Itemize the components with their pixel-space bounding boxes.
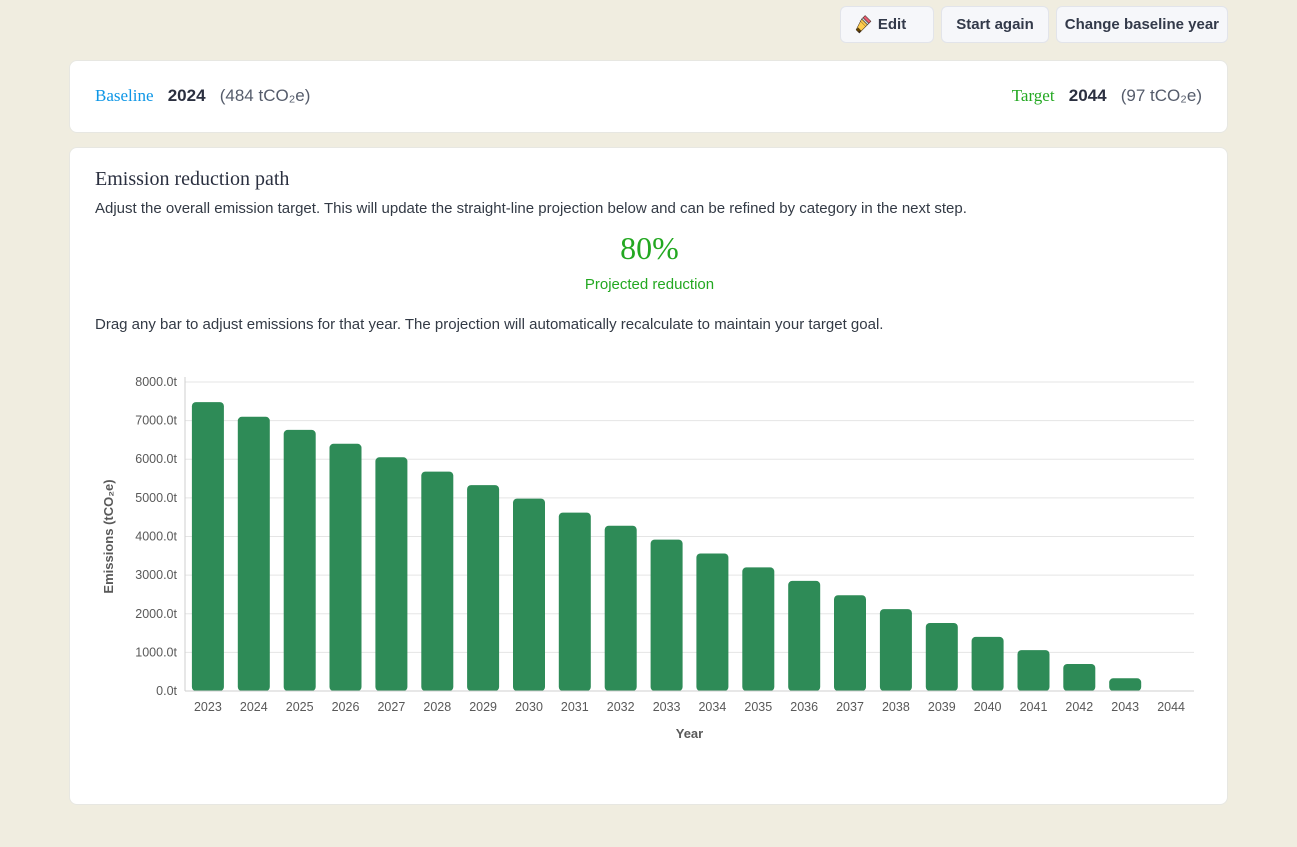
svg-text:2039: 2039 — [928, 700, 956, 714]
svg-text:2029: 2029 — [469, 700, 497, 714]
svg-text:2027: 2027 — [377, 700, 405, 714]
svg-text:2023: 2023 — [194, 700, 222, 714]
svg-text:Emissions (tCO₂e): Emissions (tCO₂e) — [101, 479, 116, 593]
svg-text:2033: 2033 — [653, 700, 681, 714]
svg-text:5000.0t: 5000.0t — [135, 491, 177, 505]
svg-text:8000.0t: 8000.0t — [135, 375, 177, 389]
svg-text:2036: 2036 — [790, 700, 818, 714]
svg-text:2040: 2040 — [974, 700, 1002, 714]
svg-text:2041: 2041 — [1020, 700, 1048, 714]
svg-text:2024: 2024 — [240, 700, 268, 714]
svg-text:6000.0t: 6000.0t — [135, 452, 177, 466]
svg-text:2034: 2034 — [698, 700, 726, 714]
svg-text:Year: Year — [676, 726, 703, 741]
svg-text:1000.0t: 1000.0t — [135, 645, 177, 659]
svg-text:2000.0t: 2000.0t — [135, 607, 177, 621]
svg-text:2031: 2031 — [561, 700, 589, 714]
svg-text:2026: 2026 — [332, 700, 360, 714]
svg-text:2025: 2025 — [286, 700, 314, 714]
svg-text:2042: 2042 — [1065, 700, 1093, 714]
svg-text:3000.0t: 3000.0t — [135, 568, 177, 582]
svg-text:0.0t: 0.0t — [156, 684, 177, 698]
svg-text:2030: 2030 — [515, 700, 543, 714]
svg-text:2044: 2044 — [1157, 700, 1185, 714]
svg-text:2028: 2028 — [423, 700, 451, 714]
svg-text:2035: 2035 — [744, 700, 772, 714]
svg-text:4000.0t: 4000.0t — [135, 530, 177, 544]
svg-text:2043: 2043 — [1111, 700, 1139, 714]
svg-text:2032: 2032 — [607, 700, 635, 714]
svg-text:7000.0t: 7000.0t — [135, 414, 177, 428]
svg-text:2038: 2038 — [882, 700, 910, 714]
svg-text:2037: 2037 — [836, 700, 864, 714]
